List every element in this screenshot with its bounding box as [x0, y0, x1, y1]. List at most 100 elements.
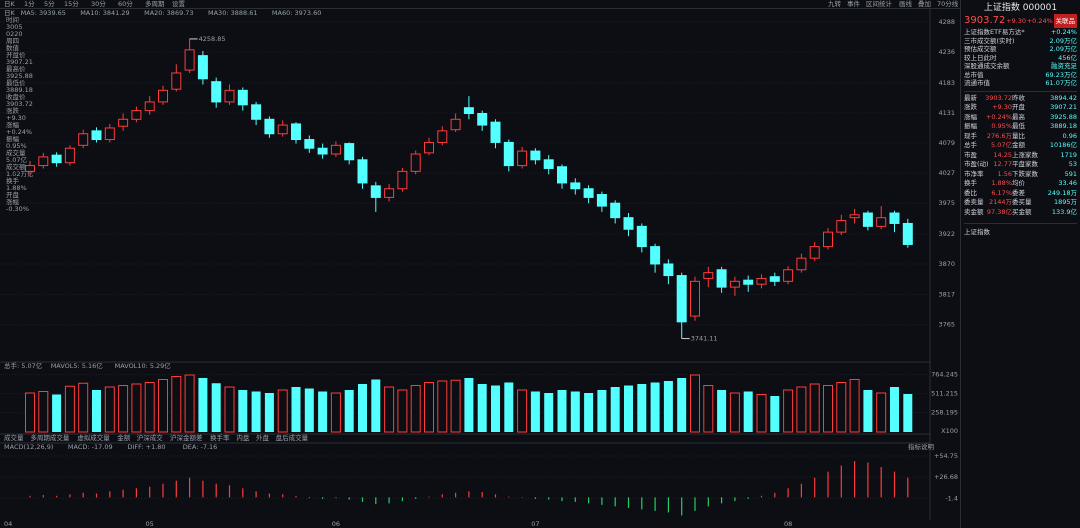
tab[interactable]: 多周期成交量: [30, 433, 70, 442]
tab[interactable]: 成交量: [4, 433, 24, 442]
candle-body: [104, 127, 115, 141]
toolbar-item[interactable]: 九转: [828, 0, 842, 8]
grid-row: 市净率 1.56 下跌家数 591: [964, 170, 1077, 180]
bar: [707, 497, 709, 507]
toolbar-item[interactable]: 设置: [172, 0, 186, 8]
tab[interactable]: 换手率: [210, 433, 230, 442]
grid-row: 换手 1.88% 均价 33.46: [964, 179, 1077, 189]
toolbar-item[interactable]: 70分线: [937, 0, 959, 8]
bar: [251, 391, 261, 432]
candle-body: [384, 188, 395, 198]
candle-body: [224, 89, 235, 103]
grid-label: 买金额: [1012, 207, 1032, 216]
bar: [344, 390, 354, 432]
quote-badge[interactable]: 关联品: [1053, 14, 1077, 28]
toolbar-item[interactable]: 日K: [4, 0, 16, 8]
y-tick-label: 3975: [938, 199, 955, 207]
grid-value: 3907.21: [1050, 103, 1077, 111]
bar: [610, 387, 620, 432]
grid-value: 2144万: [988, 198, 1012, 206]
tab[interactable]: 金额: [117, 433, 131, 442]
bar: [175, 480, 177, 498]
grid-value: 1.56: [997, 169, 1012, 178]
y-tick-label: 4079: [938, 139, 955, 147]
bar: [893, 471, 896, 498]
bar: [264, 393, 274, 432]
axis-unit: X100: [941, 427, 958, 435]
candle-body: [690, 280, 700, 317]
tab[interactable]: 沪深金额差: [170, 433, 203, 442]
toolbar-item[interactable]: 画线: [899, 0, 913, 8]
grid-label: 换手: [964, 179, 977, 187]
bar: [504, 382, 514, 432]
candle-body: [809, 246, 820, 259]
bar: [95, 493, 98, 498]
grid-row: 市盈(动) 12.77 平盘家数 53: [964, 160, 1077, 170]
bar: [162, 483, 164, 498]
info-text: 5.07亿: [6, 155, 27, 164]
summary-value: 69.23万亿: [1045, 70, 1077, 79]
candle-body: [570, 182, 581, 190]
info-text: +9.30: [6, 114, 26, 122]
toolbar-item[interactable]: 事件: [847, 0, 861, 8]
bar: [508, 496, 510, 498]
grid-label: 现手: [964, 131, 977, 140]
summary-value: 2.09万亿: [1049, 36, 1077, 45]
bar: [29, 495, 31, 498]
bar: [903, 393, 913, 432]
tab[interactable]: 盘后成交量: [276, 433, 309, 442]
bar: [92, 390, 101, 432]
bar: [890, 387, 899, 432]
grid-value: 276.6万: [986, 131, 1012, 140]
tab[interactable]: 沪深成交: [137, 433, 164, 442]
candle-body: [716, 269, 727, 288]
info-text: 振幅: [6, 134, 20, 143]
candle-body: [304, 139, 315, 149]
candle-body: [158, 89, 168, 103]
candle-body: [370, 185, 381, 198]
y-tick-label: +26.68: [934, 473, 958, 481]
candle-body: [889, 212, 900, 224]
bar: [770, 396, 780, 432]
y-tick-label: 4131: [938, 109, 955, 117]
bar: [760, 495, 763, 498]
grid-value: 3894.42: [1050, 93, 1077, 102]
bar: [703, 385, 714, 433]
bar: [277, 389, 288, 433]
bar: [322, 497, 324, 499]
annotation: 3741.11: [691, 335, 718, 343]
candle-body: [902, 222, 913, 245]
grid-label: 均价: [1012, 179, 1025, 187]
bar: [624, 385, 633, 432]
toolbar-item[interactable]: 区间统计: [866, 0, 893, 8]
tab[interactable]: 内盘: [236, 433, 250, 442]
summary-label: 总市值: [964, 70, 984, 79]
grid-label: 卖金额: [964, 207, 984, 216]
grid-row: 最新 3903.72 昨收 3894.42: [964, 94, 1077, 104]
toolbar-item[interactable]: 15分: [64, 0, 79, 8]
grid-row: 涨幅 +0.24% 最高 3925.88: [964, 113, 1077, 123]
toolbar-item[interactable]: 60分: [118, 0, 133, 8]
help-link[interactable]: 指标说明: [908, 442, 935, 451]
info-text: 开盘价: [6, 50, 26, 59]
candle-body: [78, 133, 89, 146]
toolbar-item[interactable]: 30分: [91, 0, 106, 8]
toolbar-item[interactable]: 多周期: [145, 0, 165, 8]
bar: [149, 486, 151, 498]
bar: [854, 461, 856, 498]
x-tick-label: 06: [332, 520, 340, 528]
toolbar-item[interactable]: 1分: [24, 0, 35, 8]
tab[interactable]: 外盘: [256, 433, 270, 442]
info-text: 成交额: [6, 162, 26, 171]
bar: [291, 387, 301, 432]
info-text: 开盘: [6, 190, 20, 199]
candle-body: [38, 156, 49, 167]
tab[interactable]: 虚拟成交量: [77, 433, 110, 442]
toolbar-item[interactable]: 5分: [44, 0, 55, 8]
y-tick-label: 3922: [938, 230, 955, 238]
candle-body: [729, 280, 740, 288]
bar: [690, 374, 700, 433]
candle-body: [503, 141, 514, 167]
toolbar-item[interactable]: 叠加: [918, 0, 931, 8]
bar: [468, 491, 470, 498]
